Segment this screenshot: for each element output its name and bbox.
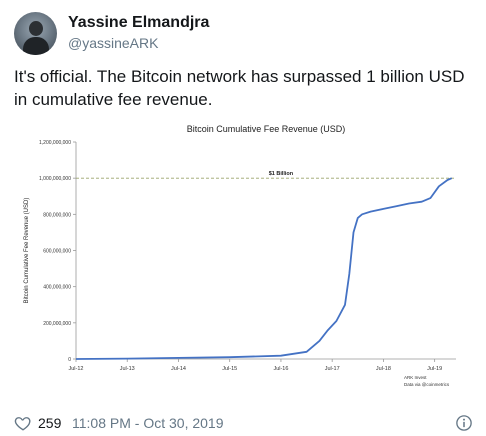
chart-image: Bitcoin Cumulative Fee Revenue (USD) 0 200…: [16, 118, 468, 398]
x-tick-label: Jul-19: [427, 366, 442, 372]
source-note: ARK Invest: [404, 375, 427, 380]
threshold-label: $1 Billion: [269, 171, 294, 177]
avatar-head-shape: [29, 21, 43, 36]
heart-icon[interactable]: [14, 414, 32, 432]
x-tick-label: Jul-15: [222, 366, 237, 372]
x-tick-label: Jul-14: [171, 366, 186, 372]
y-tick-label: 800,000,000: [43, 212, 71, 218]
x-tick-label: Jul-13: [120, 366, 135, 372]
y-tick-label: 600,000,000: [43, 249, 71, 255]
author-handle[interactable]: @yassineARK: [68, 35, 159, 51]
y-tick-label: 200,000,000: [43, 321, 71, 327]
tweet-footer: 259 11:08 PM - Oct 30, 2019: [14, 414, 474, 434]
author-name[interactable]: Yassine Elmandjra: [68, 14, 210, 31]
y-tick-label: 1,000,000,000: [39, 176, 71, 182]
tweet-header: Yassine Elmandjra @yassineARK: [14, 12, 474, 56]
fee-revenue-chart: Bitcoin Cumulative Fee Revenue (USD) 0 200…: [24, 124, 456, 387]
timestamp[interactable]: 11:08 PM - Oct 30, 2019: [72, 415, 224, 431]
chart-title: Bitcoin Cumulative Fee Revenue (USD): [187, 124, 346, 134]
x-tick-label: Jul-12: [69, 366, 84, 372]
avatar-body-shape: [23, 37, 49, 55]
avatar[interactable]: [14, 12, 57, 55]
source-note: Data via @coinmetrics: [404, 382, 450, 387]
like-count: 259: [38, 415, 62, 431]
tweet-text: It's official. The Bitcoin network has s…: [14, 67, 465, 109]
y-axis-title: Bitcoin Cumulative Fee Revenue (USD): [24, 198, 30, 304]
info-icon[interactable]: [455, 414, 473, 432]
y-tick-label: 400,000,000: [43, 285, 71, 291]
x-tick-label: Jul-16: [273, 366, 288, 372]
series-line: [75, 177, 453, 360]
y-tick-label: 1,200,000,000: [39, 140, 71, 146]
x-tick-label: Jul-18: [376, 366, 391, 372]
x-tick-label: Jul-17: [325, 366, 340, 372]
y-tick-label: 0: [68, 357, 71, 363]
